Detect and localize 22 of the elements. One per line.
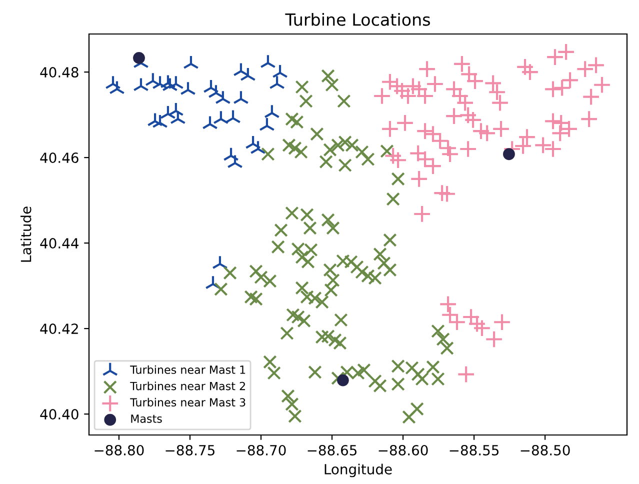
legend-label: Turbines near Mast 1: [130, 365, 246, 374]
x-tick-label: −88.65: [308, 444, 356, 456]
point: [336, 374, 349, 386]
y-axis-title: Latitude: [20, 206, 32, 262]
legend-label: Turbines near Mast 3: [130, 398, 246, 407]
y-tick-label: 40.48: [40, 67, 78, 78]
x-tick-label: −88.55: [450, 444, 499, 456]
y-tick-label: 40.46: [40, 152, 78, 164]
y-tick-label: 40.42: [40, 324, 78, 334]
point: [133, 52, 145, 64]
y-tick-label: 40.40: [40, 409, 78, 420]
point: [503, 148, 515, 160]
y-tick-label: 40.44: [40, 238, 78, 249]
chart-title: Turbine Locations: [285, 13, 430, 26]
x-tick-label: −88.75: [166, 444, 214, 456]
x-tick-label: −88.50: [520, 444, 570, 456]
x-tick-label: −88.70: [236, 444, 286, 456]
legend-label: Masts: [131, 414, 162, 423]
x-tick-label: −88.60: [378, 444, 428, 456]
legend-label: Turbines near Mast 2: [130, 382, 245, 390]
x-axis-title: Longitude: [324, 464, 392, 478]
x-tick-label: −88.80: [94, 444, 144, 456]
